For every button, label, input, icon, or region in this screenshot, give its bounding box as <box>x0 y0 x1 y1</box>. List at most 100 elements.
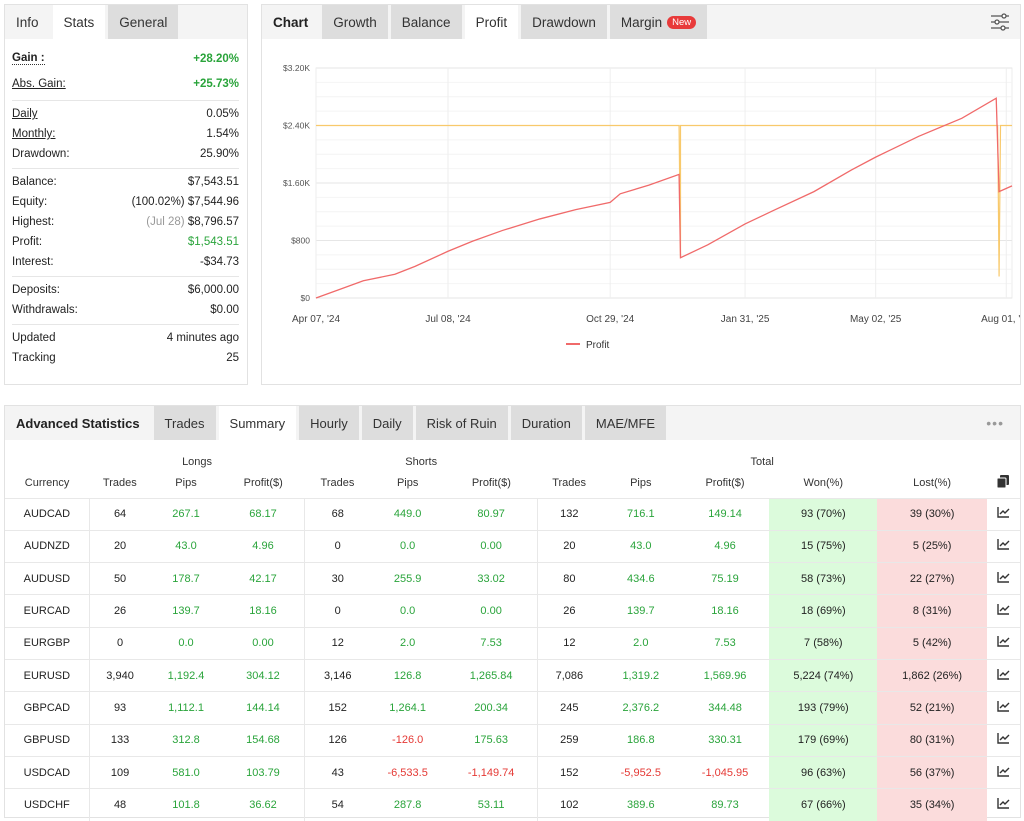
tab-profit[interactable]: Profit <box>464 5 519 39</box>
tab-drawdown[interactable]: Drawdown <box>521 5 607 39</box>
legend-label: Profit <box>586 340 610 351</box>
tab-hourly[interactable]: Hourly <box>299 406 359 440</box>
chart-line-icon[interactable] <box>986 723 1020 757</box>
table-row: EURGBP 0 0.0 0.00 12 2.0 7.53 12 2.0 7.53 7 (58%) 5… <box>5 626 1020 660</box>
chart-line-icon[interactable] <box>986 658 1020 692</box>
y-tick-label: $2.40K <box>283 121 310 131</box>
stat-label: Highest: <box>12 216 55 228</box>
x-tick-label: Aug 01, '25 <box>981 314 1020 325</box>
tab-trades[interactable]: Trades <box>153 406 216 440</box>
chart-line-icon[interactable] <box>986 497 1020 531</box>
tab-daily[interactable]: Daily <box>361 406 413 440</box>
column-header: Pips <box>630 476 652 489</box>
cell-profit: 200.34 <box>445 691 538 725</box>
chart-line-icon[interactable] <box>986 594 1020 628</box>
stat-value: +28.20% <box>193 53 239 65</box>
chart-line-icon[interactable] <box>986 562 1020 595</box>
cell-profit: 89.73 <box>680 788 770 821</box>
tab-margin[interactable]: Margin New <box>609 5 708 39</box>
cell-profit: 0.00 <box>445 529 538 563</box>
cell-won: 7 (58%) <box>769 626 878 660</box>
tab-balance[interactable]: Balance <box>390 5 462 39</box>
table-row: GBPCAD 93 1,112.1 144.14 152 1,264.1 200.34 245… <box>5 691 1020 725</box>
stat-label: Gain : <box>12 52 45 65</box>
tab-info[interactable]: Info <box>16 14 39 30</box>
cell-pips: -6,533.5 <box>370 755 446 789</box>
copy-icon[interactable] <box>987 468 1020 498</box>
column-header: Currency <box>24 476 70 489</box>
cell-currency: GBPCAD <box>5 691 90 725</box>
cell-trades: 245 <box>537 691 601 725</box>
group-header: Shorts <box>405 456 438 468</box>
cell-trades: 12 <box>537 626 601 660</box>
advanced-statistics-title: Advanced Statistics <box>16 415 140 431</box>
cell-pips: 1,264.1 <box>370 691 446 725</box>
stat-label: Interest: <box>12 256 54 268</box>
cell-won: 96 (63%) <box>769 755 878 789</box>
group-header: Total <box>750 456 774 468</box>
cell-pips: 0.0 <box>370 529 446 563</box>
cell-profit: 18.16 <box>221 594 305 628</box>
column-header: Trades <box>552 476 587 489</box>
cell-pips: 0.0 <box>370 594 446 628</box>
cell-lost: 39 (30%) <box>877 497 987 531</box>
x-tick-label: Jul 08, '24 <box>425 314 471 325</box>
stat-value-text: +28.20% <box>193 52 239 65</box>
cell-profit: 18.16 <box>680 594 770 628</box>
stats-group: Daily 0.05% Monthly: 1.54% Drawdown: 25.90% <box>12 101 239 169</box>
cell-trades: 43 <box>304 755 371 789</box>
cell-lost: 5 (42%) <box>877 626 987 660</box>
cell-pips: 1,112.1 <box>150 691 222 725</box>
stat-row: Balance: $7,543.51 <box>12 172 239 192</box>
cell-trades: 0 <box>88 626 151 660</box>
tab-risk-of-ruin[interactable]: Risk of Ruin <box>415 406 508 440</box>
cell-profit: 68.17 <box>221 497 305 531</box>
stat-value: 0.05% <box>206 108 239 120</box>
stats-list: Gain : +28.20% Abs. Gain: +25.73% Daily 0.05%… <box>5 39 247 372</box>
tab-label: Margin <box>620 14 663 30</box>
advanced-statistics-tabs: Advanced Statistics Trades Summary Hourly D… <box>5 406 1020 440</box>
chart-line-icon[interactable] <box>986 788 1020 821</box>
cell-lost: 5 (25%) <box>877 529 987 563</box>
chart-line-icon[interactable] <box>986 691 1020 725</box>
cell-lost: 22 (27%) <box>877 562 987 595</box>
group-header-row: Longs Shorts Total <box>5 440 1020 468</box>
tab-summary[interactable]: Summary <box>218 406 297 440</box>
more-options-icon[interactable]: ••• <box>986 415 1004 431</box>
chart-line-icon[interactable] <box>986 529 1020 563</box>
tab-general[interactable]: General <box>108 5 179 39</box>
table-row: AUDNZD 20 43.0 4.96 0 0.0 0.00 20 43.0 4.96 15 (75… <box>5 529 1020 563</box>
chart-line-icon[interactable] <box>986 755 1020 789</box>
cell-profit: 7.53 <box>445 626 538 660</box>
cell-won: 18 (69%) <box>769 594 878 628</box>
stat-row: Equity: (100.02%) $7,544.96 <box>12 192 239 212</box>
profit-chart: $0 $800 $1.60K $2.40K $3.20K Apr 07, '24 Jul 0… <box>283 63 1020 351</box>
cell-pips: 581.0 <box>150 755 222 789</box>
column-header: Profit($) <box>243 476 283 489</box>
cell-won: 15 (75%) <box>769 529 878 563</box>
cell-profit: -1,045.95 <box>680 755 770 789</box>
stats-group: Balance: $7,543.51 Equity: (100.02%) $7,544… <box>12 169 239 277</box>
cell-lost: 56 (37%) <box>877 755 987 789</box>
chart-line-icon[interactable] <box>986 626 1020 660</box>
tab-duration[interactable]: Duration <box>510 406 582 440</box>
cell-profit: 0.00 <box>221 626 305 660</box>
y-tick-label: $0 <box>301 293 311 303</box>
tab-mae-mfe[interactable]: MAE/MFE <box>584 406 667 440</box>
cell-profit: 0.00 <box>445 594 538 628</box>
cell-currency: EURCAD <box>5 594 90 628</box>
column-header-row: Currency Trades Pips Profit($) Trades Pips Pro… <box>5 468 1020 498</box>
tab-stats[interactable]: Stats <box>52 5 106 39</box>
cell-trades: 93 <box>88 691 151 725</box>
cell-won: 93 (70%) <box>769 497 878 531</box>
stat-value-text: $8,796.57 <box>187 216 239 228</box>
stat-value: 1.54% <box>206 128 239 140</box>
cell-trades: 20 <box>537 529 601 563</box>
tab-growth[interactable]: Growth <box>322 5 388 39</box>
column-header: Profit($) <box>471 476 511 489</box>
x-tick-label: Oct 29, '24 <box>586 314 634 325</box>
sliders-icon[interactable] <box>990 13 1010 31</box>
stat-value: $1,543.51 <box>188 236 239 248</box>
stat-value-text: 1.54% <box>206 128 239 140</box>
stat-row: Monthly: 1.54% <box>12 124 239 144</box>
